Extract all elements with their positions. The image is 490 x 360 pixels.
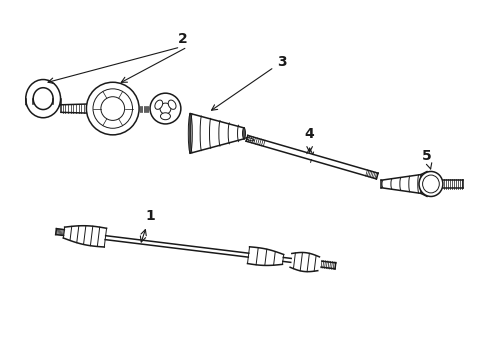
Ellipse shape (422, 175, 440, 193)
Ellipse shape (161, 113, 171, 120)
Ellipse shape (168, 100, 176, 109)
Text: 3: 3 (212, 55, 287, 110)
Ellipse shape (419, 171, 443, 197)
Ellipse shape (33, 88, 53, 109)
Circle shape (160, 103, 171, 114)
Text: 4: 4 (305, 127, 315, 154)
Circle shape (150, 93, 181, 124)
Ellipse shape (86, 82, 139, 135)
Ellipse shape (26, 80, 61, 118)
Text: 1: 1 (140, 209, 155, 242)
Text: 5: 5 (422, 149, 432, 169)
Ellipse shape (101, 97, 124, 120)
Ellipse shape (93, 89, 132, 128)
Text: 2: 2 (177, 32, 187, 46)
Ellipse shape (155, 100, 163, 109)
